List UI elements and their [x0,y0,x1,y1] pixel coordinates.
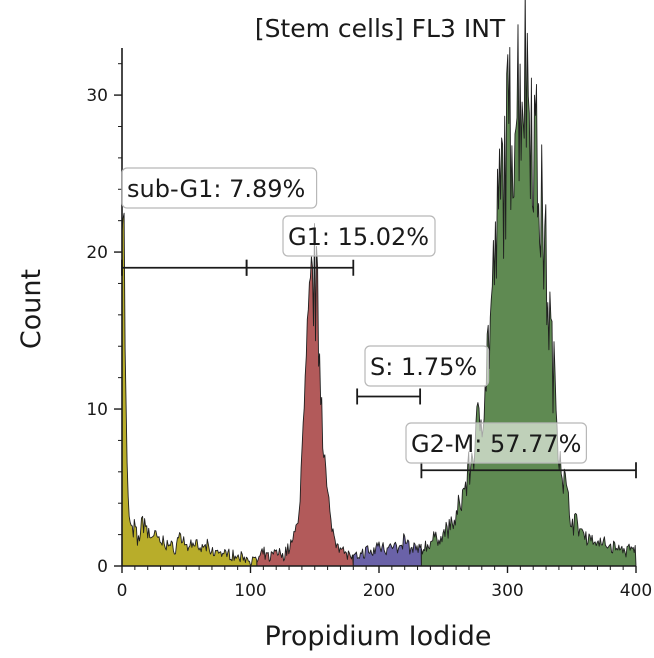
y-tick-label: 0 [97,557,108,577]
x-tick-label: 0 [117,581,128,601]
histogram-g2-m-peak [420,0,637,567]
gate-label-box-sub-g1 [121,167,318,209]
y-axis-label: Count [16,269,47,349]
x-tick-label: 400 [620,581,652,601]
histogram-g1-peak [256,223,354,567]
gate-label-box-g1 [282,215,436,257]
x-tick-label: 300 [491,581,523,601]
chart-title: [Stem cells] FL3 INT [255,14,506,43]
histogram-s-peak [352,533,422,567]
y-tick-label: 10 [86,400,108,420]
x-tick-label: 200 [363,581,395,601]
x-tick-label: 100 [234,581,266,601]
plot-area [121,0,637,567]
gates: sub-G1: 7.89% G1: 15.02% S: 1.75% G2-M: 57.… [121,167,637,479]
x-axis-label: Propidium Iodide [265,621,492,652]
gate-label-g2-m: G2-M: 57.77% [411,430,581,458]
gate-label-sub-g1: sub-G1: 7.89% [127,175,305,203]
gate-label-s: S: 1.75% [370,353,477,381]
gate-label-box-g2-m [405,422,587,464]
axes: 0 100 200 300 400 0 10 20 30 [86,48,652,601]
histogram-sub-g1-peak [121,212,258,567]
y-tick-label: 20 [86,243,108,263]
y-tick-label: 30 [86,86,108,106]
gate-label-box-s [364,345,490,387]
gate-label-g1: G1: 15.02% [288,223,429,251]
